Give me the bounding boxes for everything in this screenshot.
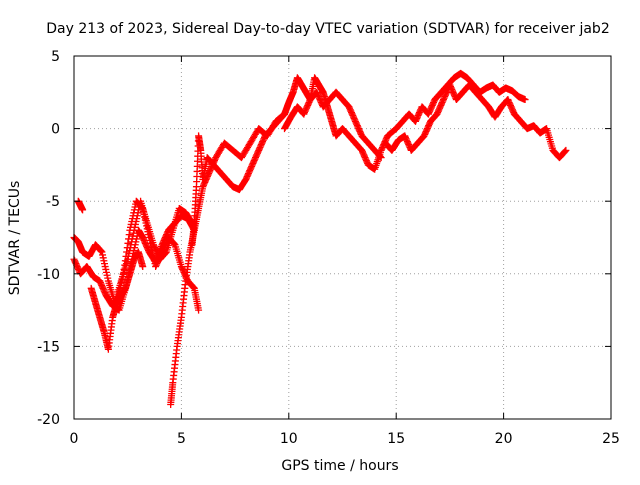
series-track-8 bbox=[281, 88, 385, 162]
plot-frame bbox=[73, 55, 612, 420]
axis-ticks: 0 5 10 15 20 25 5 0 -5 -10 -15 -20 bbox=[37, 49, 620, 447]
x-tick-label: 20 bbox=[495, 431, 513, 447]
series-track-6 bbox=[188, 110, 289, 249]
grid bbox=[74, 56, 611, 419]
data-markers bbox=[87, 248, 147, 353]
series-track-10 bbox=[381, 81, 570, 162]
chart-title: Day 213 of 2023, Sidereal Day-to-day VTE… bbox=[46, 21, 609, 37]
y-tick-label: -5 bbox=[46, 194, 60, 210]
y-tick-label: 0 bbox=[51, 122, 60, 138]
y-tick-label: -20 bbox=[37, 412, 60, 428]
y-tick-label: -15 bbox=[37, 339, 60, 355]
series-track-3 bbox=[87, 248, 147, 353]
data-markers bbox=[281, 88, 385, 162]
x-tick-label: 25 bbox=[602, 431, 620, 447]
data-markers bbox=[74, 197, 87, 214]
series-track-4 bbox=[113, 197, 203, 314]
series-track-5 bbox=[167, 110, 289, 408]
y-tick-label: -10 bbox=[37, 267, 60, 283]
x-tick-label: 0 bbox=[70, 431, 79, 447]
x-tick-label: 10 bbox=[280, 431, 298, 447]
x-tick-label: 15 bbox=[387, 431, 405, 447]
y-tick-label: 5 bbox=[51, 49, 60, 65]
y-axis-title: SDTVAR / TECUs bbox=[7, 181, 23, 296]
series-track-9 bbox=[392, 69, 529, 133]
data-markers bbox=[188, 110, 289, 249]
series-track-11 bbox=[74, 197, 87, 214]
data-markers bbox=[392, 69, 529, 133]
x-axis-title: GPS time / hours bbox=[281, 458, 398, 474]
data-markers bbox=[167, 110, 289, 408]
x-tick-label: 5 bbox=[177, 431, 186, 447]
data-markers bbox=[381, 81, 570, 162]
data-series bbox=[70, 69, 570, 408]
data-markers bbox=[113, 197, 203, 314]
